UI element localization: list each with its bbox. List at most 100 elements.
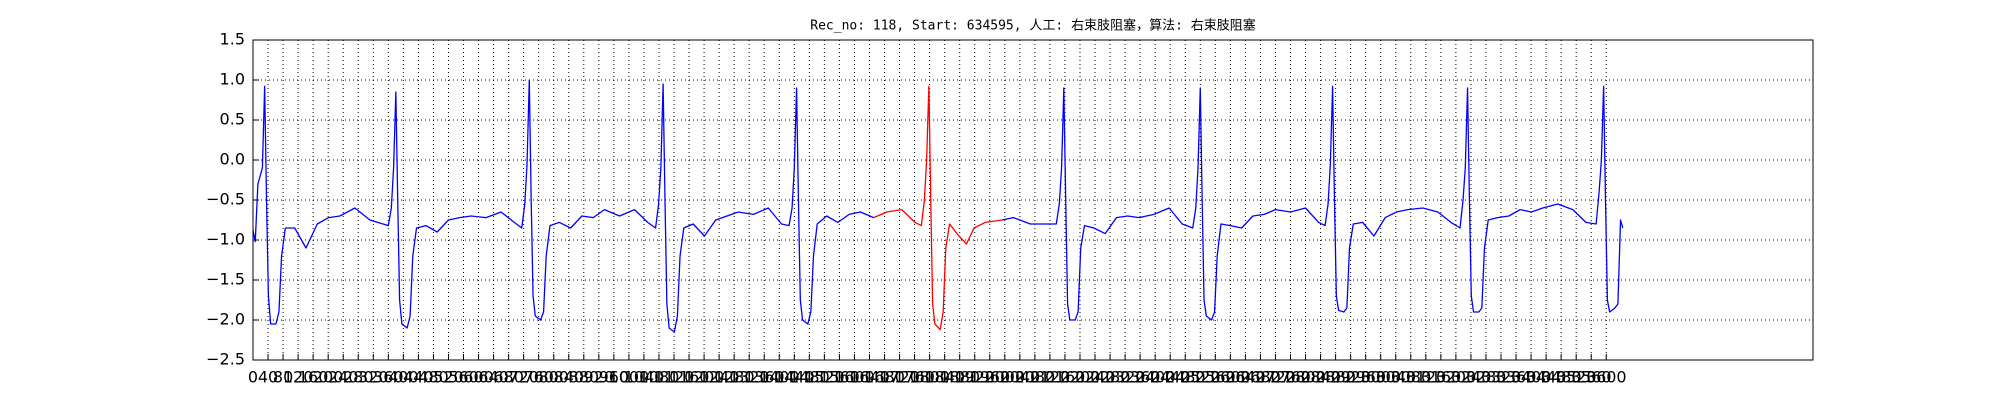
x-tick-label: 3240 [1451,368,1492,387]
x-tick-label: 1040 [624,368,665,387]
x-tick-label: 2880 [1315,368,1356,387]
x-tick-label: 1120 [654,368,695,387]
x-tick-label: 1840 [924,368,965,387]
x-tick-label: 1480 [789,368,830,387]
x-tick-label: 3160 [1420,368,1461,387]
x-tick-label: 1440 [774,368,815,387]
y-tick-label: 1.0 [220,70,245,89]
x-tick-label: 1920 [954,368,995,387]
x-tick-label: 2760 [1270,368,1311,387]
x-tick-label: 440 [403,368,434,387]
x-tick-label: 1160 [669,368,710,387]
x-tick-label: 2400 [1135,368,1176,387]
x-tick-label: 2560 [1195,368,1236,387]
x-tick-label: 2320 [1105,368,1146,387]
x-tick-label: 3280 [1466,368,1507,387]
x-tick-label: 2080 [1015,368,1056,387]
x-tick-label: 3200 [1436,368,1477,387]
x-tick-label: 3000 [1360,368,1401,387]
x-tick-label: 2200 [1060,368,1101,387]
x-tick-label: 1360 [744,368,785,387]
chart-title: Rec_no: 118, Start: 634595, 人工: 右束肢阻塞，算法… [810,18,1255,34]
x-tick-label: 720 [508,368,539,387]
x-tick-label: 3560 [1571,368,1612,387]
x-tick-label: 3600 [1586,368,1627,387]
x-tick-label: 2640 [1225,368,1266,387]
x-tick-label: 3440 [1526,368,1567,387]
x-tick-label: 2600 [1210,368,1251,387]
x-tick-label: 880 [569,368,600,387]
x-tick-label: 520 [433,368,464,387]
x-tick-label: 2480 [1165,368,1206,387]
x-tick-label: 240 [328,368,359,387]
x-tick-label: 3040 [1375,368,1416,387]
x-tick-label: 640 [478,368,509,387]
x-tick-label: 2040 [999,368,1040,387]
x-tick-label: 120 [283,368,314,387]
x-tick-label: 3400 [1511,368,1552,387]
x-tick-label: 3320 [1481,368,1522,387]
plot-frame [252,39,1814,361]
x-tick-label: 760 [523,368,554,387]
y-tick-label: 0.5 [220,110,245,129]
x-tick-label: 1240 [699,368,740,387]
x-tick-label: 400 [388,368,419,387]
x-tick-label: 1680 [864,368,905,387]
x-tick-label: 80 [273,368,293,387]
x-tick-label: 2840 [1300,368,1341,387]
x-tick-label: 1720 [879,368,920,387]
x-tick-label: 3120 [1405,368,1446,387]
x-tick-label: 1000 [609,368,650,387]
x-tick-label: 480 [418,368,449,387]
x-tick-label: 2360 [1120,368,1161,387]
y-tick-label: −1.0 [206,230,245,249]
x-tick-label: 280 [343,368,374,387]
ecg-line [252,79,1624,333]
x-tick-label: 560 [448,368,479,387]
y-tick-label: −2.5 [206,350,245,369]
x-tick-label: 2120 [1030,368,1071,387]
x-tick-label: 2440 [1150,368,1191,387]
x-tick-label: 1880 [939,368,980,387]
x-tick-label: 680 [493,368,524,387]
x-tick-label: 1640 [849,368,890,387]
x-tick-label: 3360 [1496,368,1537,387]
x-tick-label: 160 [298,368,329,387]
x-tick-label: 960 [599,368,630,387]
x-tick-label: 1760 [894,368,935,387]
x-tick-label: 2160 [1045,368,1086,387]
x-tick-label: 2520 [1180,368,1221,387]
x-tick-label: 1560 [819,368,860,387]
x-tick-label: 1960 [969,368,1010,387]
x-tick-label: 1800 [909,368,950,387]
x-tick-label: 200 [313,368,344,387]
x-tick-label: 1600 [834,368,875,387]
x-tick-label: 2960 [1345,368,1386,387]
x-tick-label: 3520 [1556,368,1597,387]
x-tick-label: 2000 [984,368,1025,387]
x-tick-label: 3480 [1541,368,1582,387]
x-tick-label: 840 [553,368,584,387]
x-tick-label: 2680 [1240,368,1281,387]
ecg-line [873,85,1003,331]
x-tick-label: 0 [248,368,258,387]
x-tick-label: 600 [463,368,494,387]
y-tick-label: −0.5 [206,190,245,209]
x-tick-label: 800 [538,368,569,387]
x-tick-label: 2920 [1330,368,1371,387]
x-tick-label: 3080 [1390,368,1431,387]
x-tick-label: 320 [358,368,389,387]
x-tick-label: 1080 [639,368,680,387]
x-tick-label: 920 [584,368,615,387]
x-tick-label: 2720 [1255,368,1296,387]
y-tick-label: −2.0 [206,310,245,329]
x-tick-label: 1200 [684,368,725,387]
x-tick-label: 2280 [1090,368,1131,387]
x-tick-label: 1280 [714,368,755,387]
y-tick-label: 0.0 [220,150,245,169]
y-tick-label: 1.5 [220,30,245,49]
y-tick-label: −1.5 [206,270,245,289]
